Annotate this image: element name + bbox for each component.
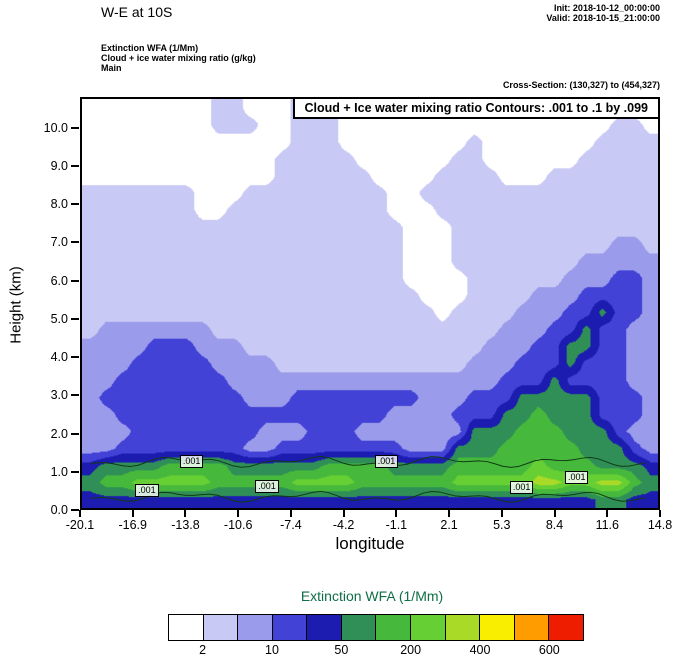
legend-title: Extinction WFA (1/Mm) — [300, 588, 444, 604]
x-tick-mark — [79, 510, 81, 517]
colorbar-tick-label: 2 — [199, 643, 207, 657]
init-time: Init: 2018-10-12_00:00:00 — [553, 3, 660, 13]
colorbar-tick-label: 200 — [400, 643, 422, 657]
x-tick-label: 11.6 — [595, 518, 619, 532]
x-tick-label: -16.9 — [118, 518, 147, 532]
y-tick-label: 5.0 — [50, 311, 68, 326]
colorbar-cell — [202, 615, 238, 640]
y-tick-mark — [71, 432, 79, 435]
contour-value-label: .001 — [135, 484, 159, 497]
colorbar-cell — [306, 615, 341, 640]
y-tick-label: 6.0 — [50, 273, 68, 288]
mixing-ratio-contour-line — [90, 490, 646, 503]
x-tick-label: -20.1 — [65, 518, 95, 532]
x-tick-mark — [237, 510, 240, 517]
colorbar-cell — [271, 615, 307, 640]
x-tick-label: -1.1 — [385, 518, 408, 532]
x-tick-label: 14.8 — [647, 518, 673, 532]
colorbar-cell — [479, 615, 514, 640]
x-tick-label: -4.2 — [332, 518, 355, 532]
page-title: W-E at 10S — [101, 4, 173, 20]
y-tick-label: 3.0 — [50, 388, 68, 403]
valid-time: Valid: 2018-10-15_21:00:00 — [546, 13, 660, 23]
y-tick-label: 2.0 — [50, 426, 68, 441]
field-name-extinction: Extinction WFA (1/Mm) — [101, 43, 199, 53]
model-domain-name: Main — [101, 63, 122, 73]
contour-field-canvas — [82, 99, 658, 508]
x-tick-mark — [606, 510, 609, 517]
colorbar-cell — [340, 615, 376, 640]
y-tick-mark — [71, 394, 79, 397]
y-tick-label: 10.0 — [43, 120, 68, 135]
colorbar-cell — [375, 615, 411, 640]
cross-section-info: Cross-Section: (130,327) to (454,327) — [502, 80, 660, 90]
y-tick-label: 9.0 — [50, 158, 68, 173]
x-tick-mark — [659, 510, 661, 517]
x-tick-label: -10.6 — [223, 518, 253, 532]
y-tick-label: 0.0 — [50, 503, 68, 517]
contour-value-label: .001 — [509, 481, 534, 495]
x-tick-mark — [448, 510, 451, 517]
x-tick-label: 2.1 — [440, 518, 458, 532]
x-tick-mark — [289, 510, 292, 517]
colorbar — [168, 614, 584, 641]
x-tick-mark — [184, 510, 187, 517]
x-tick-label: 8.4 — [545, 518, 564, 532]
x-tick-mark — [342, 510, 345, 517]
contour-value-label: .001 — [179, 455, 204, 469]
colorbar-tick-label: 50 — [334, 643, 349, 657]
contour-lines-overlay — [90, 456, 646, 503]
colorbar-tick-label: 600 — [538, 643, 560, 657]
y-tick-label: 7.0 — [50, 235, 68, 250]
colorbar-cell — [513, 615, 549, 640]
colorbar-cell — [548, 615, 583, 640]
y-tick-mark — [71, 241, 79, 244]
y-tick-mark — [71, 279, 79, 282]
x-tick-mark — [500, 510, 503, 517]
x-axis-label: longitude — [335, 534, 405, 553]
colorbar-cell — [410, 615, 445, 640]
x-tick-label: 5.3 — [493, 518, 511, 532]
y-tick-label: 4.0 — [50, 350, 68, 365]
contour-value-label: .001 — [255, 479, 279, 493]
y-tick-mark — [71, 203, 79, 206]
y-tick-mark — [71, 126, 79, 129]
x-tick-label: -13.8 — [171, 518, 200, 532]
y-tick-mark — [71, 164, 79, 167]
y-tick-mark — [71, 470, 79, 473]
mixing-ratio-contour-line — [90, 456, 646, 468]
x-tick-mark — [131, 510, 134, 517]
y-tick-label: 8.0 — [50, 197, 68, 212]
plot-area: Cloud + Ice water mixing ratio Contours:… — [80, 97, 660, 510]
x-tick-label: -7.4 — [280, 518, 302, 532]
y-tick-label: 1.0 — [50, 464, 68, 479]
colorbar-tick-label: 10 — [265, 643, 279, 657]
y-tick-mark — [71, 317, 79, 320]
contour-value-label: .001 — [374, 455, 399, 469]
y-tick-mark — [71, 509, 79, 511]
colorbar-cell — [444, 615, 480, 640]
x-tick-mark — [395, 510, 398, 517]
contour-info-box: Cloud + Ice water mixing ratio Contours:… — [292, 97, 660, 119]
contour-value-label: .001 — [564, 470, 589, 484]
y-tick-mark — [71, 356, 79, 359]
field-name-mixing-ratio: Cloud + ice water mixing ratio (g/kg) — [101, 53, 256, 63]
y-axis-label: Height (km) — [7, 266, 25, 344]
colorbar-cell — [237, 615, 272, 640]
x-tick-mark — [553, 510, 556, 517]
colorbar-tick-label: 400 — [469, 643, 491, 657]
colorbar-cell — [169, 615, 203, 640]
